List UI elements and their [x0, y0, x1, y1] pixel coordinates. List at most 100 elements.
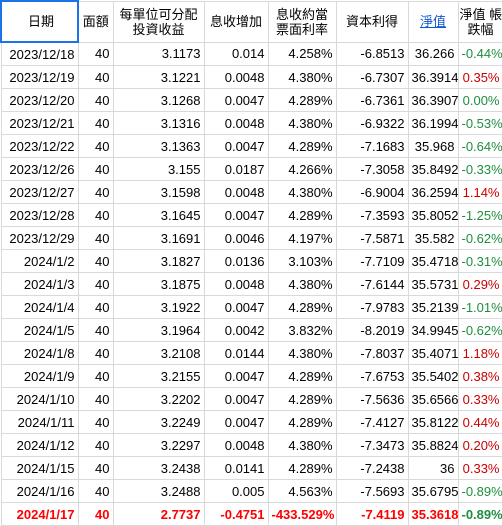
nav-change-cell[interactable]: 0.29% — [458, 273, 502, 296]
distributable-income-cell[interactable]: 3.1827 — [113, 250, 204, 273]
distributable-income-cell[interactable]: 3.2438 — [113, 457, 204, 480]
interest-increase-cell[interactable]: 0.0047 — [204, 204, 268, 227]
nav-change-cell[interactable]: 0.35% — [458, 66, 502, 89]
interest-increase-cell[interactable]: 0.0048 — [204, 434, 268, 457]
distributable-income-cell[interactable]: 2.7737 — [113, 503, 204, 526]
face-value-cell[interactable]: 40 — [78, 135, 113, 158]
distributable-income-cell[interactable]: 3.155 — [113, 158, 204, 181]
interest-increase-cell[interactable]: 0.0187 — [204, 158, 268, 181]
date-cell[interactable]: 2024/1/10 — [1, 388, 78, 411]
nav-change-cell[interactable]: 1.14% — [458, 181, 502, 204]
capital-gain-cell[interactable]: -7.1683 — [336, 135, 408, 158]
capital-gain-cell[interactable]: -7.5871 — [336, 227, 408, 250]
nav-cell[interactable]: 35.5731 — [408, 273, 458, 296]
face-value-cell[interactable]: 40 — [78, 457, 113, 480]
date-cell[interactable]: 2024/1/9 — [1, 365, 78, 388]
date-cell[interactable]: 2024/1/15 — [1, 457, 78, 480]
date-cell[interactable]: 2023/12/21 — [1, 112, 78, 135]
capital-gain-cell[interactable]: -7.5693 — [336, 480, 408, 503]
capital-gain-cell[interactable]: -6.9004 — [336, 181, 408, 204]
capital-gain-header[interactable]: 資本利得 — [336, 1, 408, 42]
coupon-rate-cell[interactable]: 3.103% — [268, 250, 336, 273]
nav-cell[interactable]: 35.6566 — [408, 388, 458, 411]
date-cell[interactable]: 2024/1/8 — [1, 342, 78, 365]
coupon-rate-cell[interactable]: 4.289% — [268, 296, 336, 319]
distributable-income-cell[interactable]: 3.1964 — [113, 319, 204, 342]
nav-change-cell[interactable]: -0.31% — [458, 250, 502, 273]
face-value-cell[interactable]: 40 — [78, 89, 113, 112]
date-cell[interactable]: 2023/12/29 — [1, 227, 78, 250]
interest-increase-cell[interactable]: 0.0046 — [204, 227, 268, 250]
nav-change-cell[interactable]: -0.89% — [458, 480, 502, 503]
distributable-income-cell[interactable]: 3.1691 — [113, 227, 204, 250]
interest-increase-cell[interactable]: 0.005 — [204, 480, 268, 503]
date-cell[interactable]: 2023/12/28 — [1, 204, 78, 227]
coupon-rate-cell[interactable]: 4.258% — [268, 42, 336, 66]
interest-increase-cell[interactable]: 0.0047 — [204, 388, 268, 411]
face-value-cell[interactable]: 40 — [78, 250, 113, 273]
date-cell[interactable]: 2024/1/12 — [1, 434, 78, 457]
coupon-rate-cell[interactable]: 4.289% — [268, 89, 336, 112]
nav-change-cell[interactable]: -1.25% — [458, 204, 502, 227]
distributable-income-cell[interactable]: 3.2155 — [113, 365, 204, 388]
nav-cell[interactable]: 36.1994 — [408, 112, 458, 135]
date-cell[interactable]: 2024/1/11 — [1, 411, 78, 434]
capital-gain-cell[interactable]: -7.3473 — [336, 434, 408, 457]
coupon-rate-cell[interactable]: 4.289% — [268, 365, 336, 388]
interest-increase-cell[interactable]: 0.0048 — [204, 181, 268, 204]
interest-increase-cell[interactable]: 0.0047 — [204, 365, 268, 388]
interest-increase-cell[interactable]: 0.0048 — [204, 273, 268, 296]
capital-gain-cell[interactable]: -7.4127 — [336, 411, 408, 434]
date-cell[interactable]: 2023/12/26 — [1, 158, 78, 181]
face-value-cell[interactable]: 40 — [78, 319, 113, 342]
date-cell[interactable]: 2024/1/5 — [1, 319, 78, 342]
nav-cell[interactable]: 36 — [408, 457, 458, 480]
coupon-rate-cell[interactable]: 4.289% — [268, 204, 336, 227]
interest-increase-cell[interactable]: 0.0144 — [204, 342, 268, 365]
date-cell[interactable]: 2023/12/22 — [1, 135, 78, 158]
face-value-cell[interactable]: 40 — [78, 66, 113, 89]
interest-increase-cell[interactable]: 0.0136 — [204, 250, 268, 273]
capital-gain-cell[interactable]: -7.7109 — [336, 250, 408, 273]
distributable-income-cell[interactable]: 3.1645 — [113, 204, 204, 227]
nav-change-cell[interactable]: 1.18% — [458, 342, 502, 365]
coupon-rate-cell[interactable]: 4.563% — [268, 480, 336, 503]
nav-change-cell[interactable]: 0.44% — [458, 411, 502, 434]
nav-header[interactable]: 淨值 — [408, 1, 458, 42]
distributable-income-cell[interactable]: 3.1316 — [113, 112, 204, 135]
distributable-income-cell[interactable]: 3.1363 — [113, 135, 204, 158]
coupon-rate-cell[interactable]: 4.380% — [268, 273, 336, 296]
capital-gain-cell[interactable]: -7.3593 — [336, 204, 408, 227]
nav-cell[interactable]: 35.2139 — [408, 296, 458, 319]
nav-cell[interactable]: 35.5402 — [408, 365, 458, 388]
interest-increase-cell[interactable]: 0.014 — [204, 42, 268, 66]
interest-increase-header[interactable]: 息收增加 — [204, 1, 268, 42]
interest-increase-cell[interactable]: 0.0047 — [204, 135, 268, 158]
distributable-income-cell[interactable]: 3.1221 — [113, 66, 204, 89]
capital-gain-cell[interactable]: -7.5636 — [336, 388, 408, 411]
face-value-cell[interactable]: 40 — [78, 342, 113, 365]
coupon-rate-cell[interactable]: 4.380% — [268, 342, 336, 365]
interest-increase-cell[interactable]: 0.0047 — [204, 89, 268, 112]
interest-increase-cell[interactable]: 0.0042 — [204, 319, 268, 342]
nav-cell[interactable]: 35.8122 — [408, 411, 458, 434]
capital-gain-cell[interactable]: -7.6753 — [336, 365, 408, 388]
nav-cell[interactable]: 36.3907 — [408, 89, 458, 112]
nav-change-cell[interactable]: -0.64% — [458, 135, 502, 158]
distributable-income-cell[interactable]: 3.2249 — [113, 411, 204, 434]
capital-gain-cell[interactable]: -7.2438 — [336, 457, 408, 480]
coupon-rate-cell[interactable]: 4.289% — [268, 388, 336, 411]
coupon-rate-cell[interactable]: 4.380% — [268, 181, 336, 204]
nav-change-cell[interactable]: -0.89% — [458, 503, 502, 526]
face-value-cell[interactable]: 40 — [78, 158, 113, 181]
interest-increase-cell[interactable]: 0.0047 — [204, 296, 268, 319]
nav-change-cell[interactable]: 0.38% — [458, 365, 502, 388]
capital-gain-cell[interactable]: -6.9322 — [336, 112, 408, 135]
distributable-income-header[interactable]: 每單位可分配投資收益 — [113, 1, 204, 42]
nav-cell[interactable]: 34.9945 — [408, 319, 458, 342]
face-value-cell[interactable]: 40 — [78, 204, 113, 227]
nav-cell[interactable]: 35.582 — [408, 227, 458, 250]
coupon-rate-cell[interactable]: 4.289% — [268, 135, 336, 158]
face-value-cell[interactable]: 40 — [78, 503, 113, 526]
nav-cell[interactable]: 35.4071 — [408, 342, 458, 365]
